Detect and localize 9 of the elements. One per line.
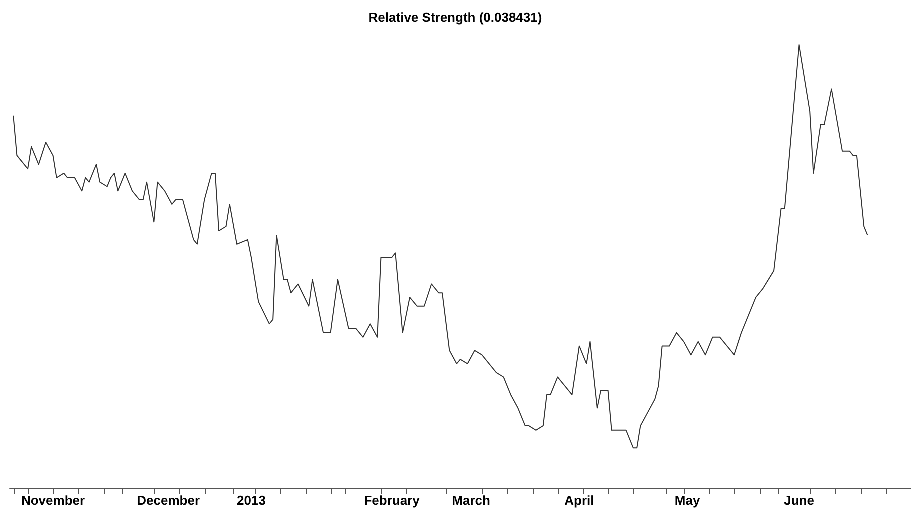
x-tick-label: November bbox=[21, 493, 86, 508]
x-tick-label: 2013 bbox=[237, 493, 266, 508]
x-tick-label: December bbox=[137, 493, 200, 508]
x-tick-label: May bbox=[674, 493, 701, 508]
x-tick-label: February bbox=[364, 493, 421, 508]
x-tick-label: April bbox=[564, 493, 594, 508]
x-tick-label: June bbox=[784, 493, 814, 508]
x-tick-label: March bbox=[452, 493, 491, 508]
chart-title: Relative Strength (0.038431) bbox=[368, 10, 542, 25]
